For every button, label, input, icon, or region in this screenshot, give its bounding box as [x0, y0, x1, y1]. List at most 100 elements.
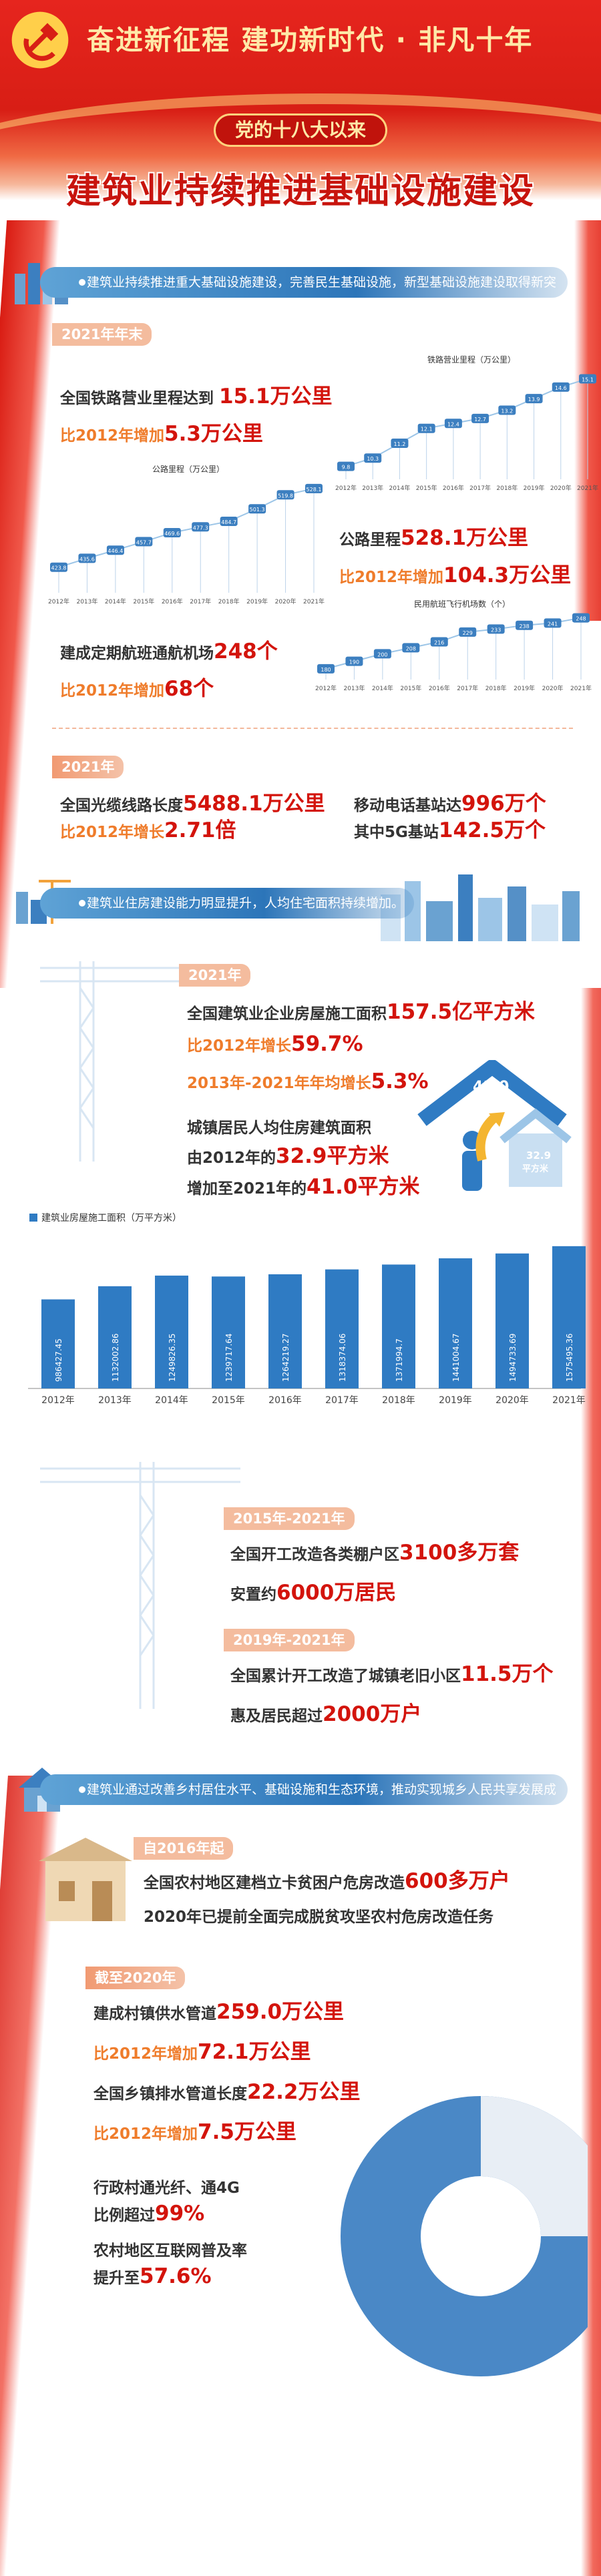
- data-point: [317, 664, 335, 674]
- x-tick-label: 2015年: [416, 484, 437, 492]
- rail-line-2: 比2012年增加5.3万公里: [60, 417, 263, 447]
- benefit-label: 惠及居民超过: [230, 1708, 323, 1725]
- x-tick-label: 2013年: [76, 597, 97, 605]
- data-point: [544, 618, 562, 628]
- data-point: [579, 374, 596, 384]
- rail-line-1: 全国铁路营业里程达到 15.1万公里: [60, 379, 333, 409]
- rail-line-1-label: 全国铁路营业里程达到: [60, 390, 214, 407]
- data-label: 216: [434, 639, 444, 646]
- data-label: 13.9: [528, 397, 540, 403]
- banner-slogan: 奋进新征程 建功新时代 · 非凡十年: [87, 24, 534, 56]
- bar: [212, 1276, 245, 1388]
- fiber-4g-line-1: 行政村通光纤、通4G: [93, 2179, 240, 2197]
- section2-bar: 建筑业住房建设能力明显提升，人均住宅面积持续增加。: [40, 888, 414, 919]
- drain-label: 全国乡镇排水管道长度: [93, 2085, 247, 2103]
- x-tick-label: 2015年: [133, 597, 154, 605]
- year-tag-2021: 2021年: [52, 756, 124, 778]
- road-line-1: 公路里程528.1万公里: [339, 521, 528, 551]
- bar-value-label: 1371994.7: [395, 1338, 404, 1382]
- x-tick-label: 2017年: [325, 1395, 359, 1406]
- data-label: 190: [349, 660, 359, 666]
- x-tick-label: 2012年: [41, 1395, 75, 1406]
- drain-growth-line: 比2012年增加7.5万公里: [93, 2115, 296, 2145]
- bar: [439, 1258, 472, 1388]
- mobile-label: 移动电话基站达: [354, 797, 461, 814]
- year-tag-2019-2021: 2019年-2021年: [224, 1629, 355, 1651]
- x-tick-label: 2012年: [48, 597, 69, 605]
- drain-growth-value: 7.5万公里: [198, 2120, 296, 2144]
- year-tag: 2021年年末: [52, 323, 152, 346]
- bar-dot: [79, 900, 85, 907]
- internet-value: 57.6%: [140, 2264, 212, 2288]
- section3-bar-text: 建筑业通过改善乡村居住水平、基础设施和生态环境，推动实现城乡人民共享发展成果。: [87, 1782, 557, 1828]
- year-tag-2020: 截至2020年: [85, 1967, 186, 1989]
- x-tick-label: 2019年: [524, 484, 545, 492]
- data-point: [248, 504, 266, 514]
- x-tick-label: 2020年: [542, 684, 564, 692]
- era-tag: 党的十八大以来: [214, 113, 387, 147]
- x-tick-label: 2012年: [335, 484, 357, 492]
- divider: [52, 728, 573, 729]
- urban-area-2012-value: 32.9平方米: [276, 1144, 389, 1168]
- fiber-growth-label: 比2012年增长: [60, 824, 165, 841]
- benefit-line: 惠及居民超过2000万户: [230, 1697, 421, 1727]
- party-emblem-icon: [11, 11, 69, 69]
- shack-label: 全国开工改造各类棚户区: [230, 1546, 399, 1563]
- air-chart-label: 民用航班飞行机场数（个）: [414, 599, 511, 609]
- x-tick-label: 2012年: [315, 684, 337, 692]
- house-big-value: 41.0: [473, 1079, 510, 1095]
- rural-task-line: 2020年已提前全面完成脱贫攻坚农村危房改造任务: [144, 1908, 494, 1926]
- data-label: 200: [377, 652, 387, 658]
- water-growth-label: 比2012年增加: [93, 2045, 198, 2063]
- settle-line: 安置约6000万居民: [230, 1575, 396, 1605]
- rail-line-2-label: 比2012年增加: [60, 427, 165, 445]
- area-value: 157.5亿平方米: [387, 1000, 536, 1024]
- data-label: 241: [548, 621, 558, 627]
- data-point: [276, 490, 294, 500]
- data-label: 9.8: [342, 465, 351, 471]
- house-small-unit: 平方米: [522, 1164, 549, 1174]
- house-area-icon: [417, 1060, 572, 1191]
- data-label: 12.7: [474, 417, 486, 423]
- data-point: [391, 438, 409, 448]
- mobile-value: 996万个: [461, 792, 546, 816]
- avg-growth-label: 2013年-2021年年均增长: [187, 1075, 371, 1092]
- road-line-1-label: 公路里程: [339, 531, 401, 549]
- old-community-label: 全国累计开工改造了城镇老旧小区: [230, 1667, 461, 1685]
- fiber-4g-label: 比例超过: [93, 2207, 155, 2224]
- data-point: [552, 382, 570, 392]
- page-title: 建筑业持续推进基础设施建设: [65, 172, 535, 212]
- road-line-1-value: 528.1万公里: [401, 526, 529, 550]
- urban-area-line-1: 城镇居民人均住房建筑面积: [187, 1119, 371, 1137]
- data-label: 11.2: [394, 441, 406, 447]
- data-point: [163, 527, 181, 537]
- data-point: [487, 624, 505, 634]
- air-line-1-value: 248个: [214, 639, 278, 664]
- water-value: 259.0万公里: [216, 2000, 345, 2024]
- bar: [268, 1274, 302, 1388]
- data-label: 15.1: [582, 376, 594, 382]
- fiber-4g-line-2: 比例超过99%: [93, 2202, 204, 2226]
- data-label: 13.2: [501, 408, 513, 414]
- 5g-value: 142.5万个: [438, 818, 546, 842]
- data-label: 248: [576, 616, 586, 622]
- x-tick-label: 2016年: [162, 597, 183, 605]
- x-tick-label: 2017年: [457, 684, 478, 692]
- legend-label: 建筑业房屋施工面积（万平方米）: [41, 1213, 182, 1224]
- bar-dot: [79, 1786, 85, 1793]
- x-tick-label: 2020年: [550, 484, 572, 492]
- x-tick-label: 2021年: [303, 597, 325, 605]
- fiber-growth-line: 比2012年增长2.71倍: [60, 813, 236, 843]
- bar: [98, 1286, 132, 1388]
- air-line-2-value: 68个: [164, 677, 214, 701]
- x-tick-label: 2016年: [429, 684, 450, 692]
- x-tick-label: 2019年: [246, 597, 268, 605]
- data-point: [337, 461, 355, 471]
- x-tick-label: 2019年: [439, 1395, 472, 1406]
- data-label: 423.8: [51, 565, 67, 571]
- donut-decoration: [341, 2096, 588, 2376]
- rural-house-label: 全国农村地区建档立卡贫困户危房改造: [144, 1874, 405, 1892]
- series-line: [345, 378, 588, 467]
- data-label: 469.6: [164, 531, 180, 537]
- data-point: [192, 522, 210, 532]
